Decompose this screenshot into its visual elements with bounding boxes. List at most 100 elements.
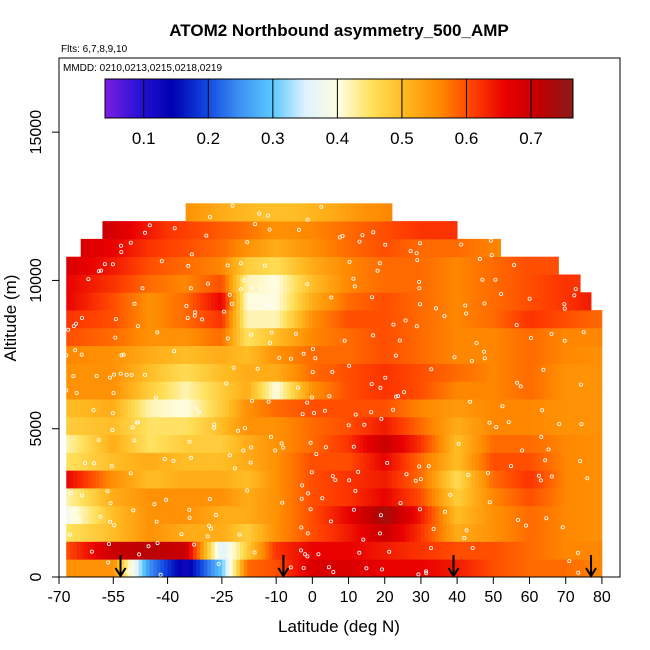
heatmap-cell <box>200 541 205 560</box>
heatmap-cell <box>319 310 324 329</box>
heatmap-cell <box>471 505 476 525</box>
heatmap-cell <box>370 221 375 240</box>
heatmap-cell <box>431 399 436 418</box>
heatmap-cell <box>406 381 411 400</box>
heatmap-cell <box>84 274 89 293</box>
colorbar-segment <box>116 79 121 118</box>
heatmap-cell <box>149 470 154 489</box>
heatmap-cell <box>551 399 556 418</box>
heatmap-cell <box>554 399 559 418</box>
heatmap-cell <box>102 452 107 471</box>
heatmap-cell <box>232 505 237 525</box>
heatmap-cell <box>420 505 425 525</box>
heatmap-cell <box>446 523 451 542</box>
heatmap-cell <box>482 292 487 311</box>
heatmap-cell <box>381 238 386 258</box>
heatmap-cell <box>413 541 418 560</box>
heatmap-cell <box>478 381 483 400</box>
heatmap-cell <box>149 345 154 364</box>
heatmap-cell <box>330 381 335 400</box>
heatmap-cell <box>207 256 212 275</box>
heatmap-cell <box>525 327 530 347</box>
colorbar-segment <box>344 79 349 118</box>
heatmap-cell <box>189 256 194 275</box>
heatmap-cell <box>182 238 187 258</box>
heatmap-cell <box>406 505 411 525</box>
heatmap-cell <box>529 452 534 471</box>
heatmap-cell <box>413 381 418 400</box>
heatmap-cell <box>482 416 487 436</box>
heatmap-cell <box>453 399 458 418</box>
heatmap-cell <box>478 523 483 542</box>
colorbar-segment <box>239 79 243 118</box>
heatmap-cell <box>290 221 295 240</box>
heatmap-cell <box>486 310 491 329</box>
heatmap-cell <box>221 470 226 489</box>
heatmap-cell <box>420 559 425 578</box>
heatmap-cell <box>540 488 545 507</box>
observation-dot <box>187 439 192 444</box>
heatmap-cell <box>439 488 444 507</box>
observation-dot <box>328 519 333 524</box>
heatmap-cell <box>261 488 266 507</box>
heatmap-cell <box>428 559 433 578</box>
colorbar-tick-label: 0.6 <box>455 129 479 148</box>
heatmap-cell <box>196 292 201 311</box>
heatmap-cell <box>558 434 563 453</box>
heatmap-cell <box>486 292 491 311</box>
heatmap-cell <box>145 452 150 471</box>
heatmap-cell <box>572 327 577 347</box>
heatmap-cell <box>98 452 103 471</box>
heatmap-cell <box>395 221 400 240</box>
heatmap-cell <box>200 399 205 418</box>
y-tick-label: 0 <box>28 572 45 581</box>
heatmap-cell <box>297 256 302 275</box>
heatmap-cell <box>442 434 447 453</box>
observation-dot <box>404 472 409 477</box>
heatmap-cell <box>580 292 585 311</box>
heatmap-cell <box>370 381 375 400</box>
heatmap-cell <box>326 256 331 275</box>
heatmap-cell <box>341 363 346 382</box>
heatmap-cell <box>268 505 273 525</box>
heatmap-cell <box>77 363 82 382</box>
observation-dot <box>154 519 159 524</box>
heatmap-cell <box>160 256 165 275</box>
heatmap-cell <box>344 399 349 418</box>
observation-dot <box>194 405 199 410</box>
heatmap-cell <box>192 381 197 400</box>
heatmap-cell <box>373 363 378 382</box>
heatmap-cell <box>406 238 411 258</box>
heatmap-cell <box>334 292 339 311</box>
heatmap-cell <box>106 523 111 542</box>
observation-dot <box>258 286 263 291</box>
heatmap-cell <box>254 363 259 382</box>
heatmap-cell <box>580 452 585 471</box>
observation-dot <box>536 473 541 478</box>
observation-dot <box>80 315 85 320</box>
heatmap-cell <box>294 434 299 453</box>
heatmap-cell <box>587 292 592 311</box>
heatmap-cell <box>243 203 248 222</box>
heatmap-cell <box>547 505 552 525</box>
heatmap-cell <box>290 292 295 311</box>
heatmap-cell <box>442 523 447 542</box>
heatmap-cell <box>395 488 400 507</box>
heatmap-cell <box>192 238 197 258</box>
heatmap-cell <box>153 505 158 525</box>
heatmap-cell <box>153 238 158 258</box>
heatmap-cell <box>352 292 357 311</box>
heatmap-cell <box>160 327 165 347</box>
heatmap-cell <box>391 274 396 293</box>
observation-dot <box>313 356 318 361</box>
heatmap-cell <box>98 238 103 258</box>
heatmap-cell <box>116 274 121 293</box>
colorbar-tick-label: 0.5 <box>390 129 414 148</box>
observation-dot <box>415 258 420 263</box>
heatmap-cell <box>196 416 201 436</box>
heatmap-cell <box>243 523 248 542</box>
heatmap-cell <box>457 399 462 418</box>
heatmap-cell <box>91 488 96 507</box>
heatmap-cell <box>221 416 226 436</box>
observation-dot <box>356 469 361 474</box>
